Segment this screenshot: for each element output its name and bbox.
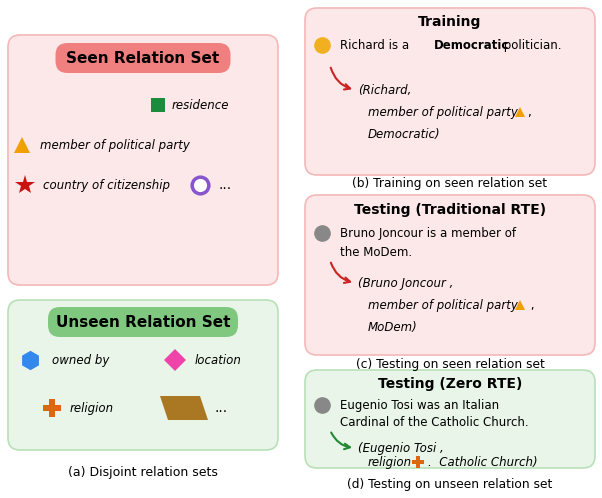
FancyBboxPatch shape xyxy=(48,307,238,337)
Text: MoDem): MoDem) xyxy=(368,321,418,334)
Text: religion: religion xyxy=(368,456,412,469)
Text: Richard is a: Richard is a xyxy=(340,38,413,51)
Text: Training: Training xyxy=(418,15,482,29)
Text: Testing (Traditional RTE): Testing (Traditional RTE) xyxy=(354,203,546,217)
Text: ...: ... xyxy=(215,401,228,415)
Text: (Richard,: (Richard, xyxy=(358,84,411,97)
Polygon shape xyxy=(160,396,208,420)
Text: Testing (Zero RTE): Testing (Zero RTE) xyxy=(378,377,522,391)
Text: owned by: owned by xyxy=(52,354,110,367)
Text: Eugenio Tosi was an Italian: Eugenio Tosi was an Italian xyxy=(340,398,499,411)
Text: Unseen Relation Set: Unseen Relation Set xyxy=(56,315,230,330)
Text: Seen Relation Set: Seen Relation Set xyxy=(66,50,220,66)
FancyBboxPatch shape xyxy=(55,43,231,73)
Text: location: location xyxy=(195,354,242,367)
FancyBboxPatch shape xyxy=(8,300,278,450)
Text: ,: , xyxy=(527,298,535,312)
Text: ...: ... xyxy=(218,178,231,192)
Text: Democratic): Democratic) xyxy=(368,127,441,140)
Text: member of political party: member of political party xyxy=(40,138,190,151)
Text: ,: , xyxy=(527,106,531,119)
Text: member of political party: member of political party xyxy=(368,298,518,312)
Text: (Bruno Joncour ,: (Bruno Joncour , xyxy=(358,276,453,289)
Text: (d) Testing on unseen relation set: (d) Testing on unseen relation set xyxy=(347,478,553,491)
Text: .  Catholic Church): . Catholic Church) xyxy=(428,456,538,469)
Text: (c) Testing on seen relation set: (c) Testing on seen relation set xyxy=(356,358,544,371)
Text: politician.: politician. xyxy=(500,38,562,51)
Text: member of political party: member of political party xyxy=(368,106,518,119)
Text: Democratic: Democratic xyxy=(434,38,509,51)
FancyBboxPatch shape xyxy=(305,8,595,175)
Text: the MoDem.: the MoDem. xyxy=(340,246,412,258)
Text: (b) Training on seen relation set: (b) Training on seen relation set xyxy=(352,176,548,190)
FancyBboxPatch shape xyxy=(305,370,595,468)
Text: Cardinal of the Catholic Church.: Cardinal of the Catholic Church. xyxy=(340,415,529,428)
Text: country of citizenship: country of citizenship xyxy=(43,178,170,192)
Text: (a) Disjoint relation sets: (a) Disjoint relation sets xyxy=(68,466,218,479)
FancyBboxPatch shape xyxy=(305,195,595,355)
Text: Bruno Joncour is a member of: Bruno Joncour is a member of xyxy=(340,227,516,240)
Text: (Eugenio Tosi ,: (Eugenio Tosi , xyxy=(358,442,444,455)
Text: residence: residence xyxy=(172,99,229,112)
FancyBboxPatch shape xyxy=(8,35,278,285)
Text: religion: religion xyxy=(70,401,114,414)
